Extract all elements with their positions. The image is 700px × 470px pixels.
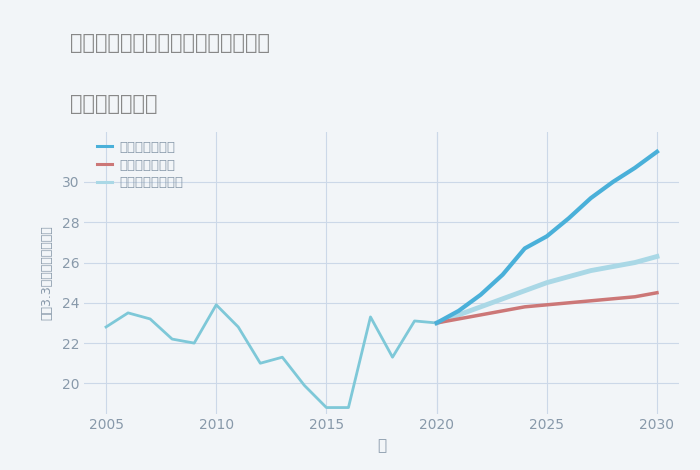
Text: 土地の価格推移: 土地の価格推移 [70,94,158,114]
X-axis label: 年: 年 [377,438,386,453]
Text: 兵庫県多可郡多可町加美区熊野部の: 兵庫県多可郡多可町加美区熊野部の [70,33,270,53]
Y-axis label: 坪（3.3㎡）単価（万円）: 坪（3.3㎡）単価（万円） [40,225,53,320]
Legend: グッドシナリオ, バッドシナリオ, ノーマルシナリオ: グッドシナリオ, バッドシナリオ, ノーマルシナリオ [97,141,183,189]
